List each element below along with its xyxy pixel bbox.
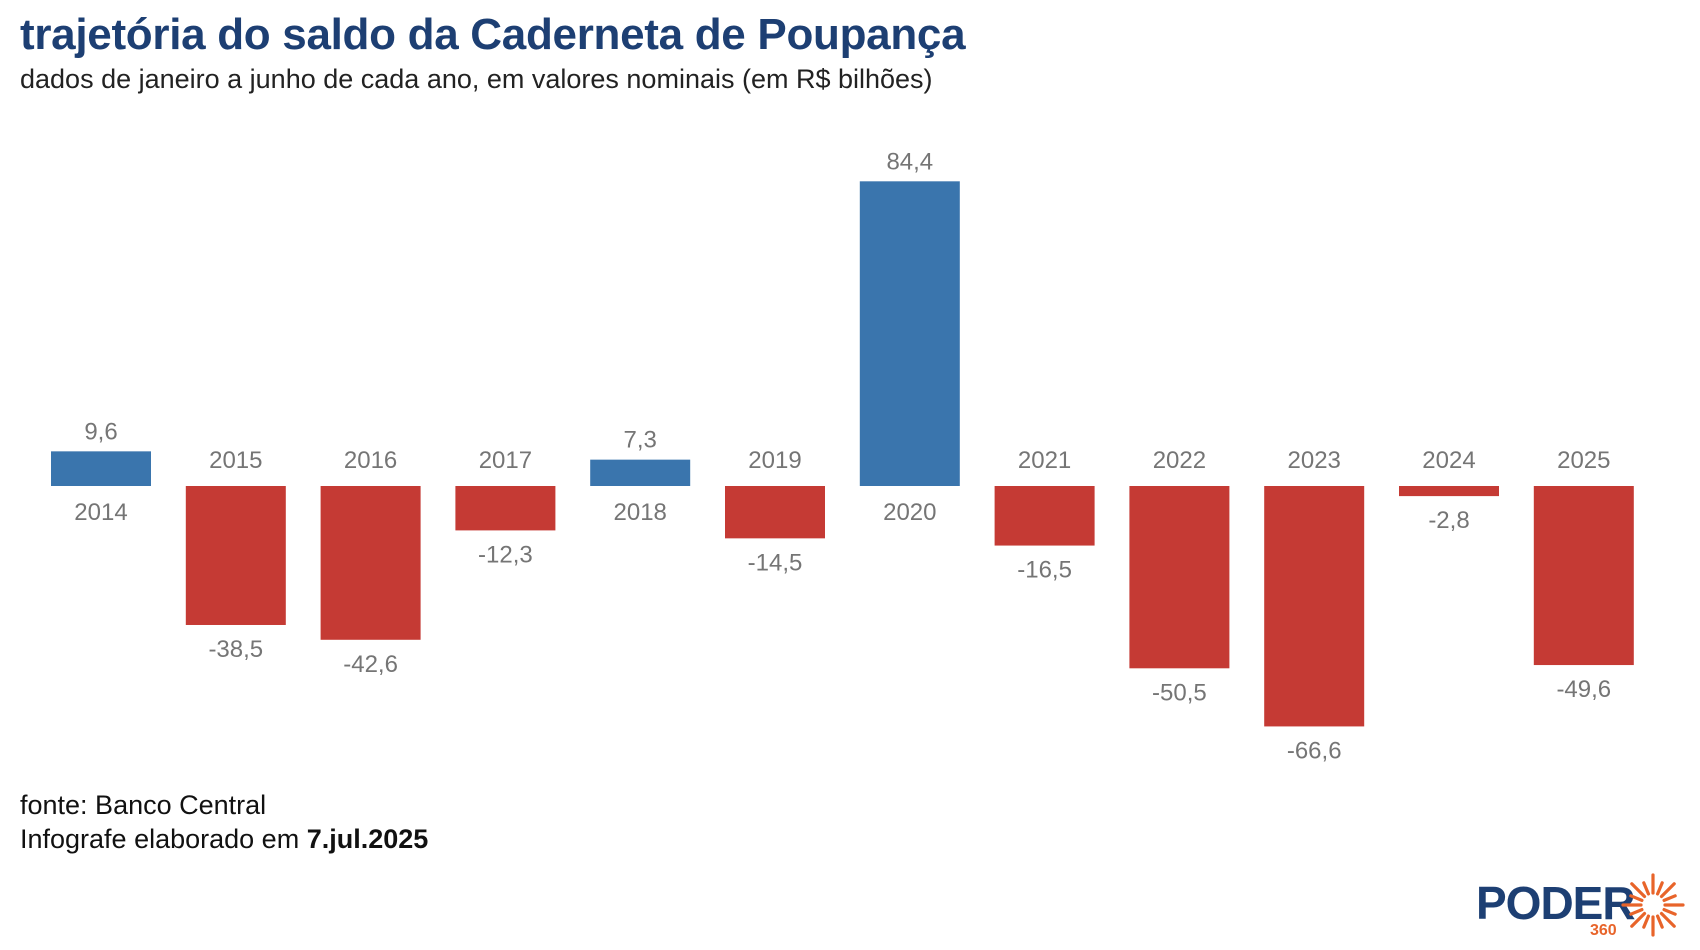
category-label-2015: 2015 — [209, 447, 262, 474]
credit-prefix: Infografe elaborado em — [20, 824, 300, 854]
bar-2023 — [1264, 486, 1365, 727]
bar-2017 — [455, 486, 556, 531]
value-label-2023: -66,6 — [1287, 737, 1342, 764]
value-label-2014: 9,6 — [84, 418, 117, 445]
logo-number: 360 — [1590, 922, 1617, 939]
chart-title: trajetória do saldo da Caderneta de Poup… — [20, 10, 966, 59]
bar-chart: 9,6 2014 2015 -38,5 2016 -42,6 2017 -12,3 7,3 201… — [51, 148, 1634, 764]
credit-note: Infografe elaborado em 7.jul.2025 — [20, 822, 428, 856]
bar-2021 — [994, 486, 1095, 546]
value-label-2022: -50,5 — [1152, 679, 1207, 706]
value-label-2025: -49,6 — [1556, 676, 1611, 703]
source-note: fonte: Banco Central — [20, 790, 267, 820]
category-label-2017: 2017 — [479, 447, 532, 474]
poder360-logo: PODER 360 — [1470, 872, 1690, 948]
bar-2022 — [1129, 486, 1230, 669]
logo-word: PODER — [1476, 877, 1636, 929]
value-label-2020: 84,4 — [886, 148, 933, 175]
bar-2024 — [1399, 486, 1499, 497]
category-label-2024: 2024 — [1422, 447, 1475, 474]
value-label-2017: -12,3 — [478, 541, 533, 568]
credit-date: 7.jul.2025 — [306, 824, 429, 854]
category-label-2019: 2019 — [748, 447, 801, 474]
value-label-2024: -2,8 — [1428, 507, 1469, 534]
value-label-2021: -16,5 — [1017, 557, 1072, 584]
category-label-2025: 2025 — [1557, 447, 1610, 474]
category-label-2022: 2022 — [1153, 447, 1206, 474]
bar-2018 — [590, 459, 691, 486]
bar-2014 — [51, 451, 151, 486]
category-label-2016: 2016 — [344, 447, 397, 474]
category-label-2023: 2023 — [1288, 447, 1341, 474]
chart-subtitle: dados de janeiro a junho de cada ano, em… — [20, 64, 933, 94]
bar-2020 — [859, 181, 960, 487]
footer: fonte: Banco Central Infografe elaborado… — [20, 788, 428, 856]
bar-2025 — [1533, 486, 1634, 666]
bar-2016 — [320, 486, 421, 640]
sunburst-icon — [1621, 873, 1685, 937]
bar-2019 — [725, 486, 825, 539]
value-label-2016: -42,6 — [343, 651, 398, 678]
value-label-2019: -14,5 — [748, 549, 803, 576]
value-label-2015: -38,5 — [208, 636, 263, 663]
category-label-2021: 2021 — [1018, 447, 1071, 474]
value-label-2018: 7,3 — [624, 427, 657, 454]
category-label-2014: 2014 — [74, 499, 127, 526]
category-label-2018: 2018 — [614, 499, 667, 526]
bar-2015 — [185, 486, 286, 625]
category-label-2020: 2020 — [883, 499, 936, 526]
